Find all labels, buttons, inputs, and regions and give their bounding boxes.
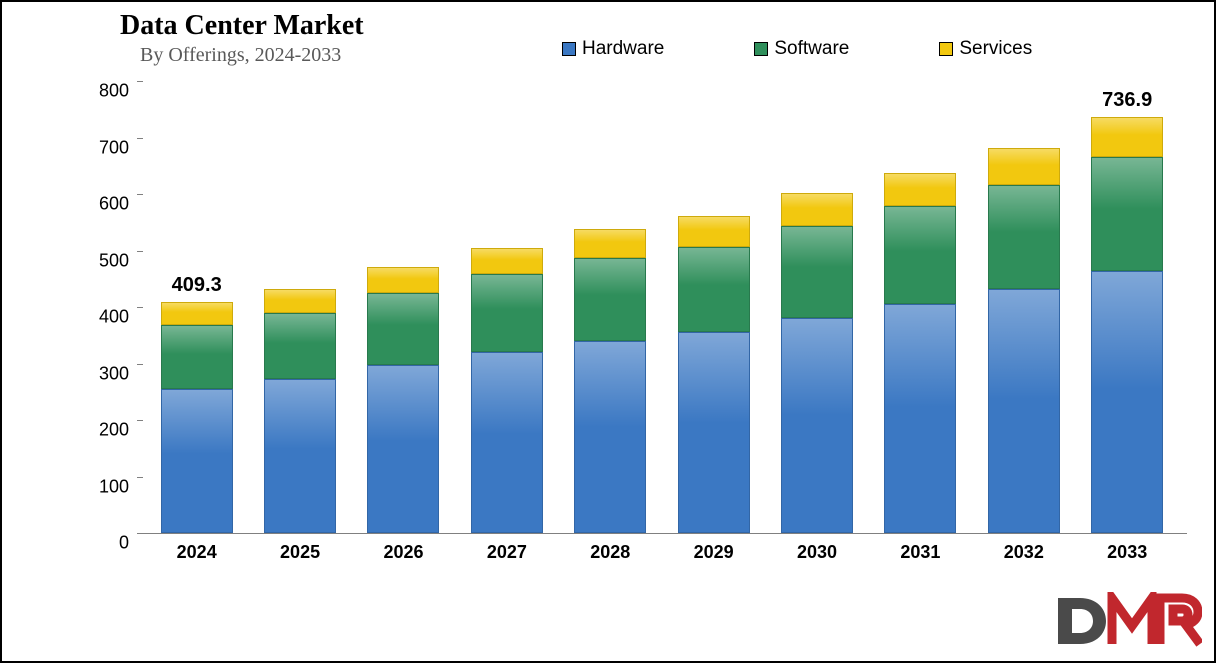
y-tick-label: 0 (87, 533, 129, 554)
bar-segment-services (1091, 117, 1163, 158)
bar-segment-services (367, 267, 439, 292)
bar-stack (161, 302, 233, 533)
y-tick-label: 700 (87, 137, 129, 158)
chart-header: Data Center Market By Offerings, 2024-20… (120, 10, 364, 67)
legend-label: Hardware (582, 38, 664, 60)
bar-segment-services (264, 289, 336, 313)
chart-title: Data Center Market (120, 10, 364, 42)
logo-r (1160, 598, 1200, 644)
logo-m (1112, 598, 1152, 644)
bar-segment-services (781, 193, 853, 225)
y-tick-label: 200 (87, 420, 129, 441)
legend-item: Services (939, 38, 1032, 60)
bar-segment-hardware (264, 379, 336, 533)
bar-stack (1091, 117, 1163, 533)
bars-container: 409.32024 2025 2026 2027 2028 2029 2030 2031 203… (137, 82, 1187, 533)
bar-segment-software (471, 274, 543, 352)
x-tick-label: 2033 (1077, 542, 1177, 563)
x-tick-label: 2025 (250, 542, 350, 563)
bar-segment-software (781, 226, 853, 319)
bar-segment-software (574, 258, 646, 341)
y-tick-label: 800 (87, 81, 129, 102)
bar-column: 409.32024 (156, 302, 238, 533)
x-tick-label: 2024 (147, 542, 247, 563)
bar-segment-software (161, 325, 233, 389)
x-tick-label: 2030 (767, 542, 867, 563)
y-tick-label: 100 (87, 476, 129, 497)
bar-stack (367, 267, 439, 533)
y-axis: 0100200300400500600700800 (87, 82, 137, 534)
bar-segment-hardware (988, 289, 1060, 533)
bar-segment-services (988, 148, 1060, 185)
y-tick-label: 600 (87, 194, 129, 215)
bar-column: 2031 (879, 173, 961, 533)
bar-column: 2025 (259, 289, 341, 533)
x-tick-label: 2028 (560, 542, 660, 563)
plot-area: 409.32024 2025 2026 2027 2028 2029 2030 2031 203… (137, 82, 1187, 534)
bar-stack (574, 229, 646, 533)
logo-d (1058, 598, 1106, 644)
x-tick-label: 2027 (457, 542, 557, 563)
bar-column: 2030 (776, 193, 858, 533)
bar-segment-software (264, 313, 336, 380)
bar-stack (678, 216, 750, 534)
legend: Hardware Software Services (562, 38, 1032, 60)
bar-stack (884, 173, 956, 533)
y-tick-label: 300 (87, 363, 129, 384)
bar-segment-services (574, 229, 646, 258)
x-tick-label: 2029 (664, 542, 764, 563)
bar-stack (471, 248, 543, 533)
bar-segment-hardware (1091, 271, 1163, 533)
bar-segment-hardware (781, 318, 853, 533)
x-tick-label: 2032 (974, 542, 1074, 563)
bar-stack (264, 289, 336, 533)
bar-segment-software (367, 293, 439, 365)
bar-segment-software (988, 185, 1060, 289)
bar-segment-services (678, 216, 750, 247)
bar-segment-services (161, 302, 233, 325)
legend-swatch (939, 42, 953, 56)
bar-data-label: 736.9 (1102, 89, 1152, 112)
bar-segment-hardware (367, 365, 439, 533)
bar-segment-hardware (161, 389, 233, 533)
x-tick-label: 2026 (353, 542, 453, 563)
bar-segment-hardware (884, 304, 956, 533)
bar-segment-software (678, 247, 750, 333)
bar-column: 2032 (983, 148, 1065, 533)
bar-segment-services (471, 248, 543, 275)
dmr-logo (1052, 592, 1202, 655)
bar-stack (988, 148, 1060, 533)
chart-area: 0100200300400500600700800 409.3202420252… (87, 82, 1187, 576)
bar-segment-hardware (574, 341, 646, 533)
bar-column: 2028 (569, 229, 651, 533)
legend-label: Services (959, 38, 1032, 60)
bar-column: 2026 (362, 267, 444, 533)
legend-item: Software (754, 38, 849, 60)
bar-column: 2027 (466, 248, 548, 533)
bar-column: 2029 (673, 216, 755, 534)
legend-item: Hardware (562, 38, 664, 60)
bar-segment-services (884, 173, 956, 207)
y-tick-label: 400 (87, 307, 129, 328)
legend-label: Software (774, 38, 849, 60)
y-tick-label: 500 (87, 250, 129, 271)
legend-swatch (754, 42, 768, 56)
bar-segment-software (1091, 157, 1163, 271)
chart-subtitle: By Offerings, 2024-2033 (140, 44, 364, 67)
legend-swatch (562, 42, 576, 56)
bar-segment-hardware (471, 352, 543, 533)
bar-data-label: 409.3 (172, 274, 222, 297)
bar-segment-hardware (678, 332, 750, 533)
bar-stack (781, 193, 853, 533)
bar-segment-software (884, 206, 956, 304)
bar-column: 736.92033 (1086, 117, 1168, 533)
x-tick-label: 2031 (870, 542, 970, 563)
